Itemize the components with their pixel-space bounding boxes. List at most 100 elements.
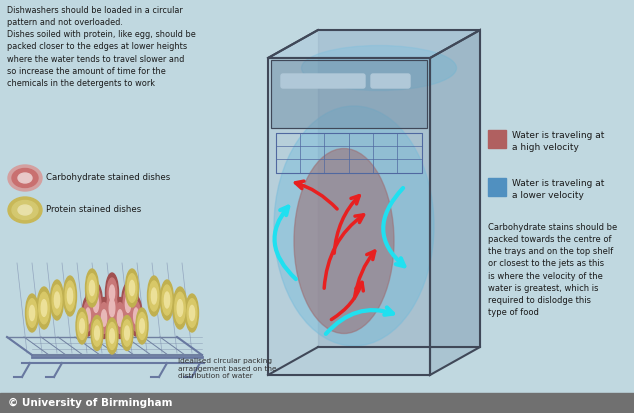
Ellipse shape — [294, 149, 394, 334]
Ellipse shape — [84, 301, 93, 331]
Bar — [276, 133, 422, 173]
Ellipse shape — [12, 169, 38, 188]
Ellipse shape — [173, 287, 187, 329]
FancyBboxPatch shape — [371, 74, 410, 88]
Polygon shape — [268, 58, 430, 375]
Ellipse shape — [274, 106, 434, 346]
Ellipse shape — [77, 313, 86, 339]
Text: Water is traveling at
a lower velocity: Water is traveling at a lower velocity — [512, 179, 604, 200]
Ellipse shape — [129, 288, 134, 304]
Ellipse shape — [89, 280, 94, 296]
Ellipse shape — [117, 310, 122, 326]
Ellipse shape — [94, 326, 100, 340]
Ellipse shape — [39, 292, 49, 324]
Ellipse shape — [122, 320, 131, 346]
Ellipse shape — [160, 280, 174, 320]
Ellipse shape — [130, 296, 142, 336]
Ellipse shape — [27, 299, 37, 327]
Ellipse shape — [136, 308, 148, 344]
Ellipse shape — [80, 319, 84, 333]
Polygon shape — [268, 30, 480, 58]
Ellipse shape — [89, 288, 94, 304]
Ellipse shape — [122, 283, 134, 325]
Ellipse shape — [190, 305, 195, 320]
Ellipse shape — [63, 276, 77, 316]
Bar — [0, 393, 634, 413]
Ellipse shape — [107, 292, 117, 325]
Ellipse shape — [187, 299, 197, 327]
Ellipse shape — [51, 280, 63, 320]
Ellipse shape — [8, 197, 42, 223]
Bar — [488, 178, 506, 196]
Ellipse shape — [175, 292, 185, 324]
Text: Carbohydrate stained dishes: Carbohydrate stained dishes — [46, 173, 171, 183]
Ellipse shape — [86, 269, 98, 307]
Ellipse shape — [98, 297, 110, 339]
Text: Carbohydrate stains should be
packed towards the centre of
the trays and on the : Carbohydrate stains should be packed tow… — [488, 223, 618, 317]
Ellipse shape — [134, 308, 138, 324]
Ellipse shape — [162, 285, 172, 315]
Ellipse shape — [126, 296, 131, 312]
Ellipse shape — [115, 303, 125, 333]
Ellipse shape — [109, 299, 115, 317]
Ellipse shape — [105, 286, 119, 330]
Ellipse shape — [25, 294, 39, 332]
Ellipse shape — [18, 205, 32, 215]
Ellipse shape — [91, 316, 103, 351]
Ellipse shape — [106, 318, 118, 354]
Ellipse shape — [55, 292, 60, 308]
Ellipse shape — [113, 297, 127, 339]
Text: Water is traveling at
a high velocity: Water is traveling at a high velocity — [512, 131, 604, 152]
Ellipse shape — [177, 299, 183, 316]
Ellipse shape — [86, 308, 91, 324]
Ellipse shape — [123, 288, 133, 320]
Polygon shape — [271, 60, 427, 128]
Text: Idealised circular packing
arrangement based on the
distribution of water: Idealised circular packing arrangement b… — [178, 358, 276, 379]
Ellipse shape — [302, 45, 456, 90]
Ellipse shape — [101, 310, 107, 326]
Ellipse shape — [37, 287, 51, 329]
Ellipse shape — [29, 305, 35, 320]
Ellipse shape — [131, 301, 141, 331]
Ellipse shape — [65, 281, 75, 311]
Ellipse shape — [8, 165, 42, 191]
Ellipse shape — [164, 292, 170, 308]
Ellipse shape — [149, 281, 159, 311]
Ellipse shape — [127, 274, 137, 302]
Polygon shape — [318, 30, 480, 347]
Text: © University of Birmingham: © University of Birmingham — [8, 398, 172, 408]
Ellipse shape — [107, 278, 117, 308]
Ellipse shape — [99, 303, 109, 333]
Ellipse shape — [186, 294, 198, 332]
Ellipse shape — [126, 269, 138, 307]
Ellipse shape — [67, 288, 73, 304]
Ellipse shape — [93, 320, 101, 346]
Ellipse shape — [139, 319, 145, 333]
Ellipse shape — [138, 313, 146, 339]
Text: Dishwashers should be loaded in a circular
pattern and not overloaded.
Dishes so: Dishwashers should be loaded in a circul… — [7, 6, 196, 88]
Ellipse shape — [52, 285, 62, 315]
Ellipse shape — [89, 283, 103, 325]
Ellipse shape — [152, 288, 157, 304]
Ellipse shape — [126, 277, 138, 315]
Ellipse shape — [110, 285, 115, 301]
Ellipse shape — [148, 276, 160, 316]
Ellipse shape — [93, 296, 99, 312]
Ellipse shape — [108, 323, 117, 349]
Ellipse shape — [86, 277, 98, 315]
Text: Protein stained dishes: Protein stained dishes — [46, 206, 141, 214]
FancyBboxPatch shape — [281, 74, 365, 88]
Ellipse shape — [82, 296, 94, 336]
Ellipse shape — [87, 274, 97, 302]
Ellipse shape — [125, 326, 129, 340]
Ellipse shape — [12, 200, 38, 219]
Bar — [488, 130, 506, 148]
Ellipse shape — [127, 282, 136, 310]
Ellipse shape — [87, 282, 96, 310]
Ellipse shape — [105, 273, 119, 313]
Ellipse shape — [18, 173, 32, 183]
Polygon shape — [430, 30, 480, 375]
Ellipse shape — [121, 316, 133, 351]
Ellipse shape — [110, 329, 114, 343]
Ellipse shape — [91, 288, 101, 320]
